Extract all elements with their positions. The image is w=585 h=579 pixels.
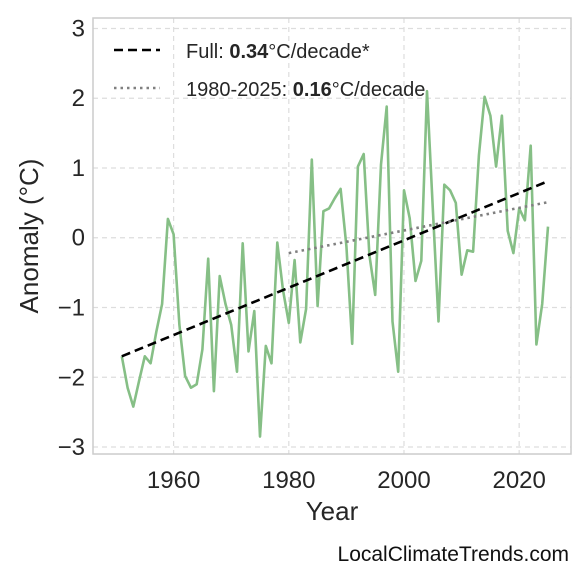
legend-full-value: 0.34 <box>229 41 269 63</box>
legend-label-full-trend: Full: 0.34°C/decade* <box>186 41 370 63</box>
legend-recent-prefix: 1980-2025: <box>186 79 293 101</box>
y-tick-label: 3 <box>72 15 85 42</box>
y-tick-label: 0 <box>72 225 85 252</box>
legend-full-prefix: Full: <box>186 41 229 63</box>
x-tick-label: 1960 <box>147 467 200 494</box>
tick-labels: 1960 1980 2000 2020 −3 −2 −1 0 1 2 3 <box>58 15 546 494</box>
plot-frame <box>92 17 572 455</box>
y-tick-label: −1 <box>58 295 85 322</box>
x-tick-label: 2000 <box>377 467 430 494</box>
grid-lines <box>93 18 571 454</box>
recent-trend-line <box>288 200 549 255</box>
y-tick-label: −3 <box>58 434 85 461</box>
legend-recent-value: 0.16 <box>293 79 332 101</box>
x-tick-label: 1980 <box>262 467 315 494</box>
y-tick-label: 1 <box>72 155 85 182</box>
y-tick-label: −2 <box>58 364 85 391</box>
site-credit: LocalClimateTrends.com <box>337 543 569 566</box>
y-tick-label: 2 <box>72 85 85 112</box>
x-axis-label: Year <box>306 496 359 526</box>
legend-recent-suffix: °C/decade <box>332 79 426 101</box>
full-trend-line <box>121 179 549 358</box>
legend: Full: 0.34°C/decade* 1980-2025: 0.16°C/d… <box>114 41 425 101</box>
x-tick-label: 2020 <box>492 467 545 494</box>
y-axis-label: Anomaly (°C) <box>14 159 44 314</box>
anomaly-series-line <box>120 89 550 438</box>
legend-label-recent-trend: 1980-2025: 0.16°C/decade <box>186 79 425 101</box>
series-layer <box>120 89 550 438</box>
legend-full-suffix: °C/decade* <box>268 41 370 63</box>
